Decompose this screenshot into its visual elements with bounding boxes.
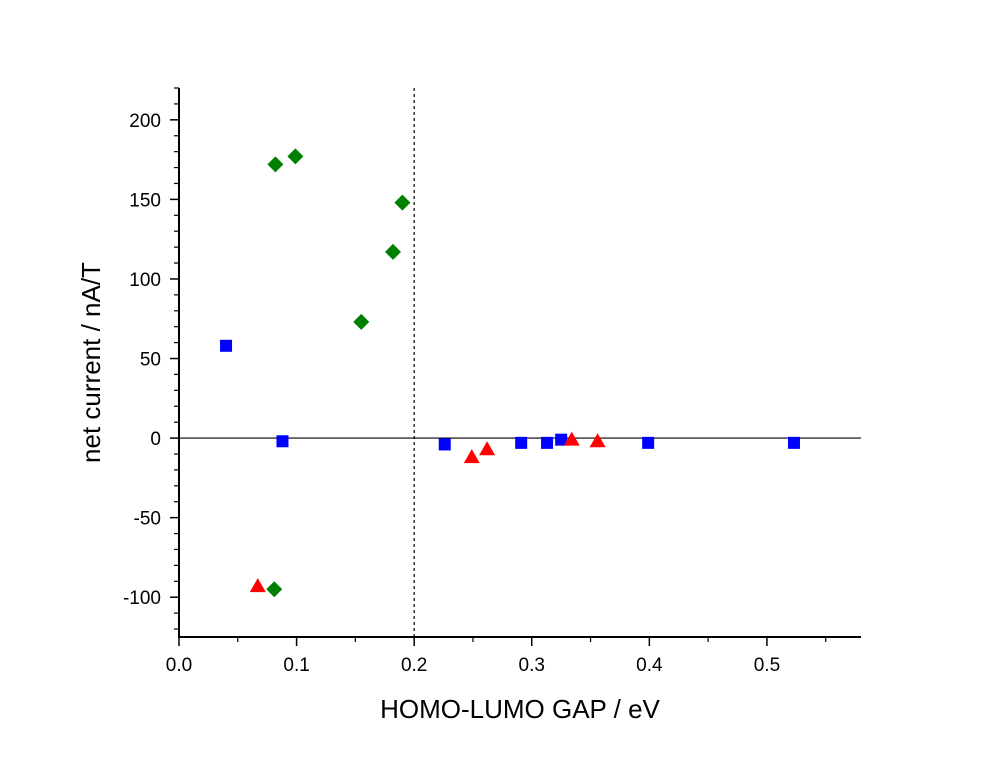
square-point — [220, 339, 233, 352]
square-point — [541, 436, 554, 449]
data-points — [220, 148, 800, 598]
square-point — [787, 436, 800, 449]
square-point — [276, 435, 289, 448]
square-point — [642, 436, 655, 449]
x-tick-label: 0.5 — [754, 655, 780, 676]
triangle-point — [249, 578, 266, 593]
y-tick-label: 50 — [140, 350, 161, 371]
y-tick-label: 100 — [129, 270, 161, 291]
diamond-point — [385, 243, 402, 260]
square-point — [515, 436, 528, 449]
square-point — [555, 433, 568, 446]
x-axis-ticks: 0.0 0.1 0.2 0.3 0.4 0.5 — [166, 637, 827, 676]
y-tick-label: 0 — [150, 429, 161, 450]
triangle-point — [463, 449, 480, 464]
diamond-point — [267, 156, 284, 173]
y-axis-title: net current / nA/T — [76, 262, 106, 463]
x-axis-title: HOMO-LUMO GAP / eV — [380, 694, 660, 724]
diamond-point — [266, 581, 283, 598]
x-tick-label: 0.4 — [636, 655, 663, 676]
y-axis-ticks: -100 -50 0 50 100 150 200 — [123, 87, 179, 630]
x-tick-label: 0.0 — [166, 655, 192, 676]
triangle-point — [563, 431, 580, 446]
diamond-point — [353, 313, 370, 330]
x-tick-label: 0.3 — [519, 655, 545, 676]
y-tick-label: 150 — [129, 190, 161, 211]
axes — [178, 88, 861, 638]
x-tick-label: 0.1 — [283, 655, 309, 676]
square-point — [438, 438, 451, 451]
diamond-point — [394, 194, 411, 211]
reference-lines — [179, 88, 861, 637]
y-tick-label: 200 — [129, 111, 161, 132]
triangle-point — [479, 441, 496, 456]
y-tick-label: -100 — [123, 588, 161, 609]
x-tick-label: 0.2 — [401, 655, 427, 676]
diamond-point — [287, 148, 304, 165]
triangle-point — [589, 433, 606, 448]
y-tick-label: -50 — [134, 509, 161, 530]
